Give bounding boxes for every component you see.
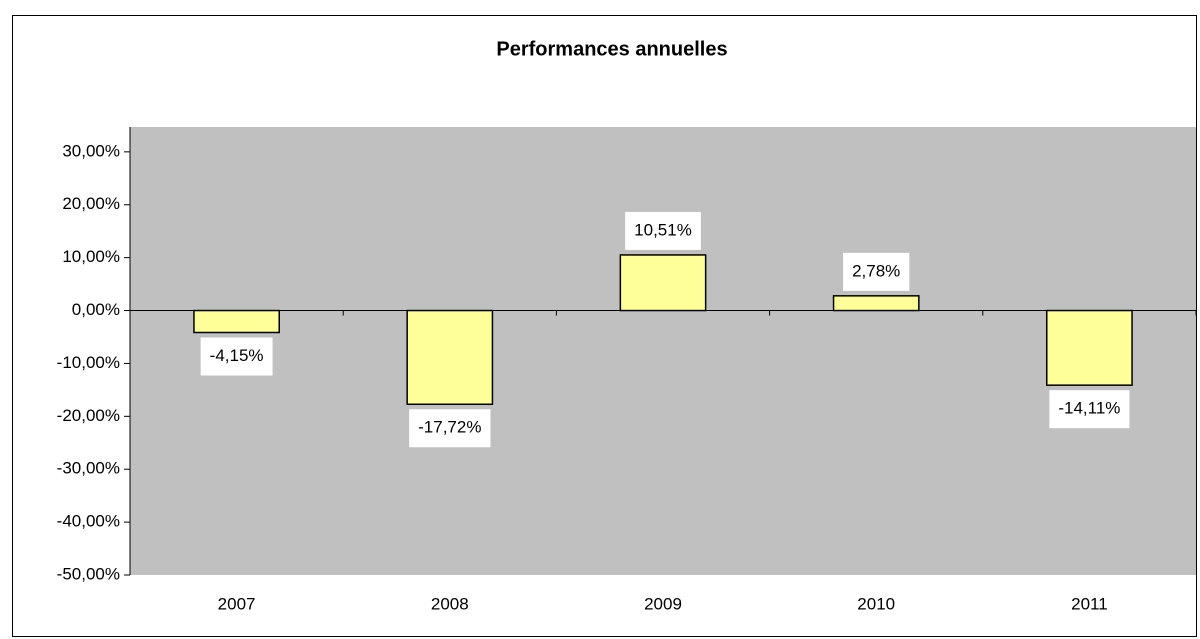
label-box [843,252,910,291]
y-tick-label: -40,00% [57,512,120,531]
x-tick-label: 2010 [857,594,895,613]
data-label: -14,11% [1058,399,1120,418]
y-tick-label: -50,00% [57,564,120,583]
y-tick-label: 20,00% [62,194,120,213]
y-tick-label: -30,00% [57,459,120,478]
x-tick-label: 2009 [644,594,682,613]
data-label: -17,72% [418,418,481,437]
label-box [409,409,491,448]
x-tick-label: 2007 [218,594,256,613]
plot-area [130,127,1196,575]
label-box [200,337,273,376]
bar [1046,309,1133,386]
y-tick-label: -20,00% [57,406,120,425]
y-tick-label: 30,00% [62,141,120,160]
x-tick-label: 2011 [1071,594,1108,613]
data-label: 10,51% [634,220,692,239]
y-tick-label: -10,00% [57,353,120,372]
y-tick-label: 10,00% [62,247,120,266]
label-box [625,211,701,250]
bar [832,295,920,312]
data-label: -4,15% [210,346,264,365]
x-tick-label: 2008 [431,594,469,613]
bar [619,254,707,312]
bar [406,309,494,406]
y-tick-label: 0,00% [72,300,120,319]
data-label: 2,78% [852,261,900,280]
chart-title: Performances annuelles [496,38,727,60]
bar [193,309,280,334]
label-box [1049,390,1130,429]
